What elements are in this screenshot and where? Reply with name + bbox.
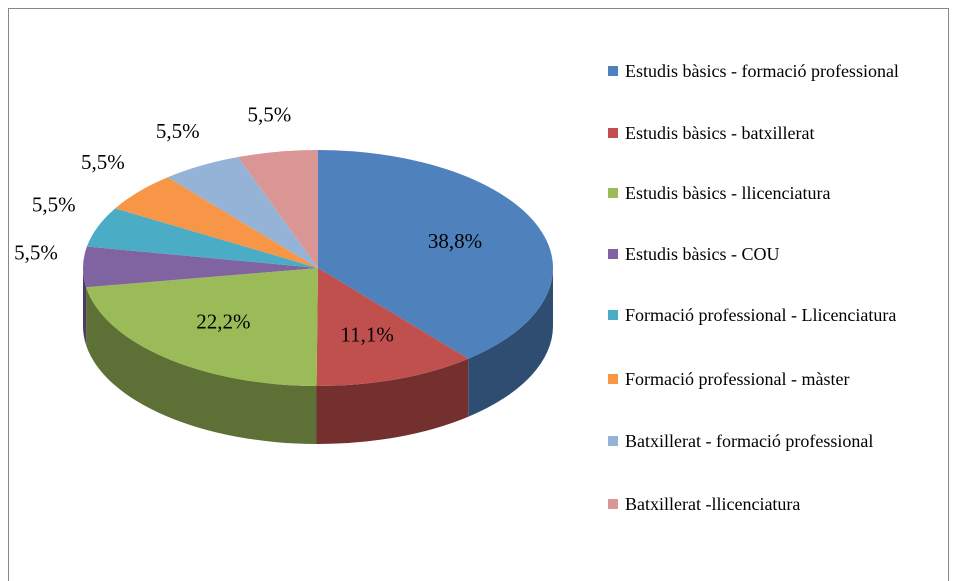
pie-side bbox=[316, 358, 469, 444]
pie-slice bbox=[83, 246, 318, 288]
pie-slice bbox=[167, 157, 318, 268]
pie-slice bbox=[238, 150, 318, 268]
pie-slice bbox=[115, 177, 319, 268]
data-label: 5,5% bbox=[14, 240, 58, 264]
pie-side bbox=[83, 268, 87, 346]
legend-label: Estudis bàsics - llicenciatura bbox=[625, 183, 831, 203]
legend-item: Estudis bàsics - llicenciatura bbox=[608, 182, 958, 204]
legend-swatch bbox=[608, 499, 618, 509]
data-label: 5,5% bbox=[81, 150, 125, 174]
legend-swatch bbox=[608, 436, 618, 446]
legend-item: Estudis bàsics - formació professional bbox=[608, 60, 958, 82]
pie-slice bbox=[316, 268, 469, 386]
legend-swatch bbox=[608, 188, 618, 198]
legend-label: Batxillerat - formació professional bbox=[625, 431, 874, 451]
legend-label: Estudis bàsics - batxillerat bbox=[625, 123, 815, 143]
legend-item: Batxillerat -llicenciatura bbox=[608, 493, 958, 515]
data-label: 38,8% bbox=[428, 229, 482, 253]
legend-label: Batxillerat -llicenciatura bbox=[625, 494, 801, 514]
data-label: 22,2% bbox=[196, 309, 250, 333]
data-label: 5,5% bbox=[247, 102, 291, 126]
legend-item: Estudis bàsics - batxillerat bbox=[608, 122, 958, 144]
legend-label: Formació professional - màster bbox=[625, 369, 850, 389]
data-label: 5,5% bbox=[32, 192, 76, 216]
pie-side bbox=[86, 287, 317, 444]
legend-swatch bbox=[608, 128, 618, 138]
legend-swatch bbox=[608, 374, 618, 384]
pie-slice bbox=[318, 150, 553, 359]
legend-item: Batxillerat - formació professional bbox=[608, 430, 958, 452]
legend-swatch bbox=[608, 66, 618, 76]
legend-item: Estudis bàsics - COU bbox=[608, 243, 958, 265]
legend-label: Estudis bàsics - formació professional bbox=[625, 61, 899, 81]
data-label: 5,5% bbox=[156, 119, 200, 143]
legend-item: Formació professional - màster bbox=[608, 368, 958, 390]
legend-label: Formació professional - Llicenciatura bbox=[625, 305, 897, 325]
pie-slice bbox=[86, 208, 318, 268]
legend-swatch bbox=[608, 310, 618, 320]
data-label: 11,1% bbox=[340, 323, 393, 347]
pie-side bbox=[468, 268, 553, 417]
chart-border bbox=[8, 8, 949, 581]
pie-slice bbox=[86, 268, 318, 386]
legend-swatch bbox=[608, 249, 618, 259]
legend-item: Formació professional - Llicenciatura bbox=[608, 304, 958, 326]
legend-label: Estudis bàsics - COU bbox=[625, 244, 780, 264]
